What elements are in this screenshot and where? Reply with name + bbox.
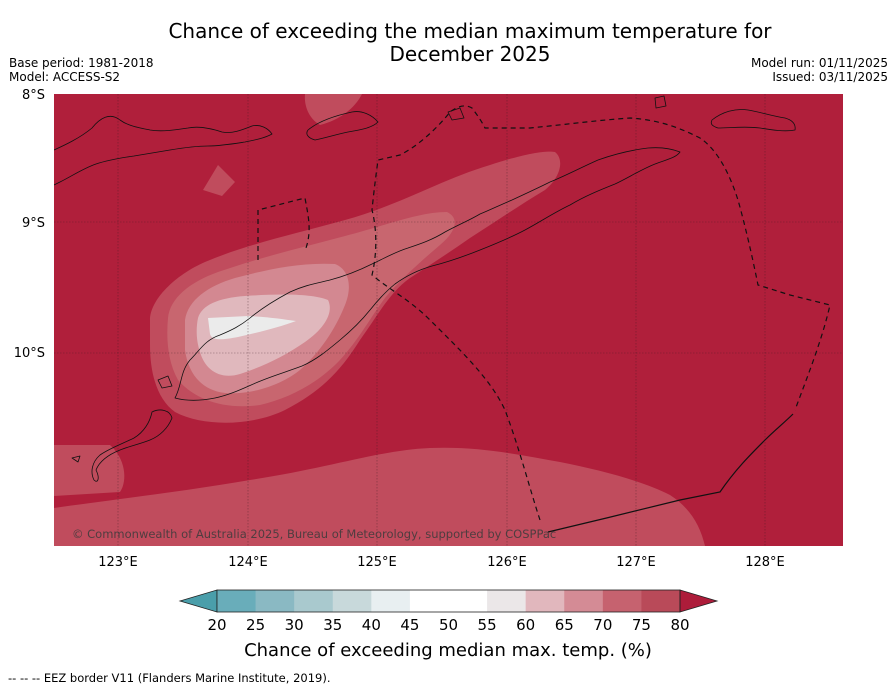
colorbar-cell (332, 590, 372, 612)
colorbar-cell (371, 590, 411, 612)
base-period-text: Base period: 1981-2018 (9, 56, 154, 70)
colorbar-tick-label: 45 (400, 616, 419, 634)
colorbar-tick-label: 70 (593, 616, 612, 634)
map-area: © Commonwealth of Australia 2025, Bureau… (54, 94, 843, 546)
colorbar-cell (448, 590, 488, 612)
eez-borders (257, 105, 831, 533)
coastline-rote (91, 409, 173, 482)
colorbar-under-arrow (178, 589, 218, 613)
colorbar-tick-label: 35 (323, 616, 342, 634)
chart-title-line2: December 2025 (389, 42, 551, 66)
colorbar-tick-label: 50 (439, 616, 458, 634)
colorbar-cell (641, 590, 681, 612)
model-text: Model: ACCESS-S2 (9, 70, 121, 84)
contour-75-south (54, 447, 705, 546)
meta-right: Model run: 01/11/2025 Issued: 03/11/2025 (751, 56, 888, 84)
coastlines (54, 95, 796, 482)
contour-60 (196, 294, 330, 376)
chart-title-line1: Chance of exceeding the median maximum t… (168, 19, 772, 43)
gridlines (54, 94, 843, 546)
colorbar-label: Chance of exceeding median max. temp. (%… (244, 640, 652, 661)
colorbar: 20 25 30 35 40 45 50 55 60 65 70 75 80 (178, 589, 719, 634)
coastline-alor-islands (54, 115, 273, 186)
colorbar-tick-label: 65 (555, 616, 574, 634)
colorbar-tick-label: 80 (670, 616, 689, 634)
colorbar-over-arrow (679, 589, 719, 613)
colorbar-tick-label: 25 (246, 616, 265, 634)
colorbar-frame (216, 589, 681, 613)
colorbar-cell (602, 590, 642, 612)
colorbar-cell (217, 590, 256, 612)
x-tick-123e: 123°E (98, 555, 138, 570)
colorbar-tick-label: 40 (362, 616, 381, 634)
colorbar-cells (217, 590, 681, 612)
meta-left: Base period: 1981-2018 Model: ACCESS-S2 (9, 56, 154, 84)
colorbar-cell (525, 590, 565, 612)
copyright-text: © Commonwealth of Australia 2025, Bureau… (72, 527, 556, 541)
chart-title: Chance of exceeding the median maximum t… (120, 20, 820, 66)
y-tick-9s: 9°S (22, 216, 45, 231)
colorbar-tick-label: 55 (478, 616, 497, 634)
colorbar-cell (409, 590, 449, 612)
colorbar-cell (564, 590, 604, 612)
coastline-small-islands (71, 95, 667, 463)
contour-55 (208, 316, 296, 340)
eez-solid-border (547, 413, 794, 533)
y-tick-10s: 10°S (14, 346, 45, 361)
x-tick-124e: 124°E (228, 555, 268, 570)
y-tick-8s: 8°S (22, 88, 45, 103)
colorbar-tick-label: 75 (632, 616, 651, 634)
colorbar-cell (487, 590, 527, 612)
x-axis: 123°E 124°E 125°E 126°E 127°E 128°E (98, 555, 785, 570)
issued-text: Issued: 03/11/2025 (772, 70, 888, 84)
x-tick-127e: 127°E (616, 555, 656, 570)
colorbar-tick-label: 30 (285, 616, 304, 634)
coastline-timor (174, 147, 681, 401)
eez-dashed-border (257, 105, 831, 521)
coastline-northeast-islands (710, 109, 796, 132)
contour-75-northwest (203, 165, 235, 196)
x-tick-125e: 125°E (357, 555, 397, 570)
eez-note: -- -- -- EEZ border V11 (Flanders Marine… (8, 671, 331, 685)
y-axis: 8°S 9°S 10°S (14, 88, 45, 361)
colorbar-ticks: 20 25 30 35 40 45 50 55 60 65 70 75 80 (207, 616, 689, 634)
colorbar-cell (294, 590, 334, 612)
contour-75-north (304, 94, 362, 125)
x-tick-128e: 128°E (745, 555, 785, 570)
colorbar-cell (255, 590, 295, 612)
colorbar-tick-label: 20 (207, 616, 226, 634)
coastline-wetar (306, 111, 379, 141)
colorbar-tick-label: 60 (516, 616, 535, 634)
model-run-text: Model run: 01/11/2025 (750, 56, 888, 70)
x-tick-126e: 126°E (487, 555, 527, 570)
contour-75-southwest (54, 445, 125, 496)
